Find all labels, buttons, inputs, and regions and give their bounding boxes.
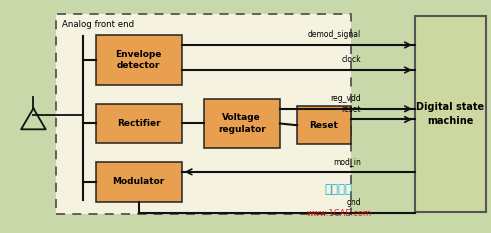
Text: Analog front end: Analog front end <box>62 20 135 29</box>
Text: 仿真在线: 仿真在线 <box>325 183 353 196</box>
Bar <box>297 106 351 144</box>
Text: Rectifier: Rectifier <box>117 119 161 128</box>
Bar <box>96 162 182 202</box>
Bar <box>96 104 182 143</box>
Text: Digital state
machine: Digital state machine <box>416 102 485 126</box>
Text: reg_vdd: reg_vdd <box>330 94 361 103</box>
Text: demod_signal: demod_signal <box>308 30 361 39</box>
Bar <box>96 35 182 85</box>
Text: mod_in: mod_in <box>333 157 361 166</box>
Text: Voltage
regulator: Voltage regulator <box>218 113 266 134</box>
Bar <box>415 16 486 212</box>
Text: reset: reset <box>341 105 361 114</box>
Bar <box>56 14 351 214</box>
Bar <box>204 99 280 148</box>
Text: Modulator: Modulator <box>112 177 165 186</box>
Text: www.1CAE.com: www.1CAE.com <box>306 209 371 218</box>
Text: gnd: gnd <box>346 198 361 207</box>
Text: clock: clock <box>341 55 361 64</box>
Text: Envelope
detector: Envelope detector <box>115 50 162 70</box>
Text: Reset: Reset <box>310 121 338 130</box>
